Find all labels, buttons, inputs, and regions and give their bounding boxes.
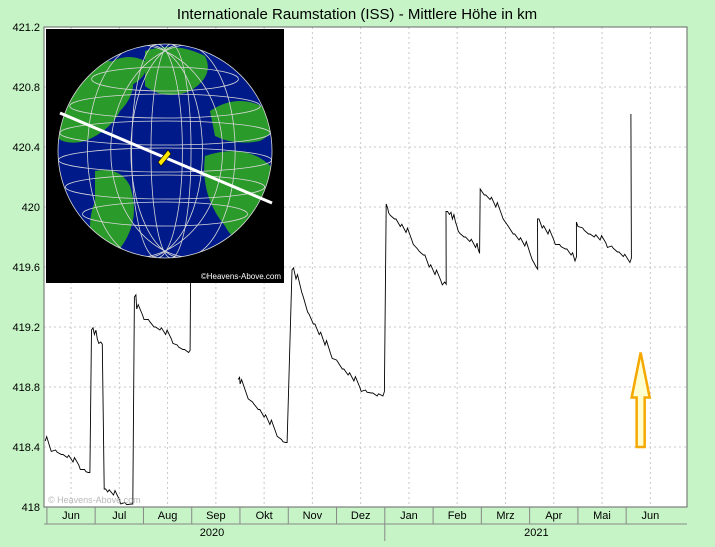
series-line xyxy=(44,251,195,506)
x-tick-label: Jan xyxy=(400,510,418,522)
plot-frame xyxy=(43,26,688,508)
x-tick-label: Nov xyxy=(303,510,323,522)
y-tick-label: 420 xyxy=(22,202,40,214)
globe-inset: ©Heavens-Above.com xyxy=(46,29,284,283)
series-line xyxy=(237,113,632,443)
watermark-text: © Heavens-Above.com xyxy=(48,495,141,505)
x-tick-label: Jul xyxy=(112,510,126,522)
y-axis: 418 418.4 418.8 419.2 419.6 420 420.4 420.8 421.… xyxy=(12,22,40,514)
chart-title: Internationale Raumstation (ISS) - Mittl… xyxy=(177,6,537,23)
x-tick-label: Jun xyxy=(641,510,659,522)
x-tick-label: Apr xyxy=(545,510,562,522)
y-tick-label: 421.2 xyxy=(12,22,40,34)
arrow-shape xyxy=(630,352,652,449)
x-tick-label: Mai xyxy=(593,510,611,522)
x-axis: Jun Jul Aug Sep Okt Nov Dez Jan Feb Mrz Apr Mai Jun 2… xyxy=(44,507,687,541)
year-label: 2020 xyxy=(200,527,224,539)
y-tick-label: 420.8 xyxy=(12,82,40,94)
x-tick-label: Aug xyxy=(158,510,178,522)
y-tick-label: 418 xyxy=(22,502,40,514)
arrow-up-icon xyxy=(630,352,652,449)
series-group xyxy=(44,113,632,506)
iss-marker xyxy=(157,149,172,167)
x-tick-label: Mrz xyxy=(496,510,514,522)
inset-credit: ©Heavens-Above.com xyxy=(201,272,281,281)
year-label: 2021 xyxy=(524,527,548,539)
x-tick-label: Okt xyxy=(256,510,273,522)
y-tick-label: 419.2 xyxy=(12,322,40,334)
x-tick-label: Sep xyxy=(206,510,226,522)
y-tick-label: 418.4 xyxy=(12,442,40,454)
x-tick-label: Dez xyxy=(351,510,371,522)
x-tick-label: Jun xyxy=(62,510,80,522)
y-tick-label: 418.8 xyxy=(12,382,40,394)
y-tick-label: 420.4 xyxy=(12,142,40,154)
x-tick-label: Feb xyxy=(448,510,467,522)
y-tick-label: 419.6 xyxy=(12,262,40,274)
